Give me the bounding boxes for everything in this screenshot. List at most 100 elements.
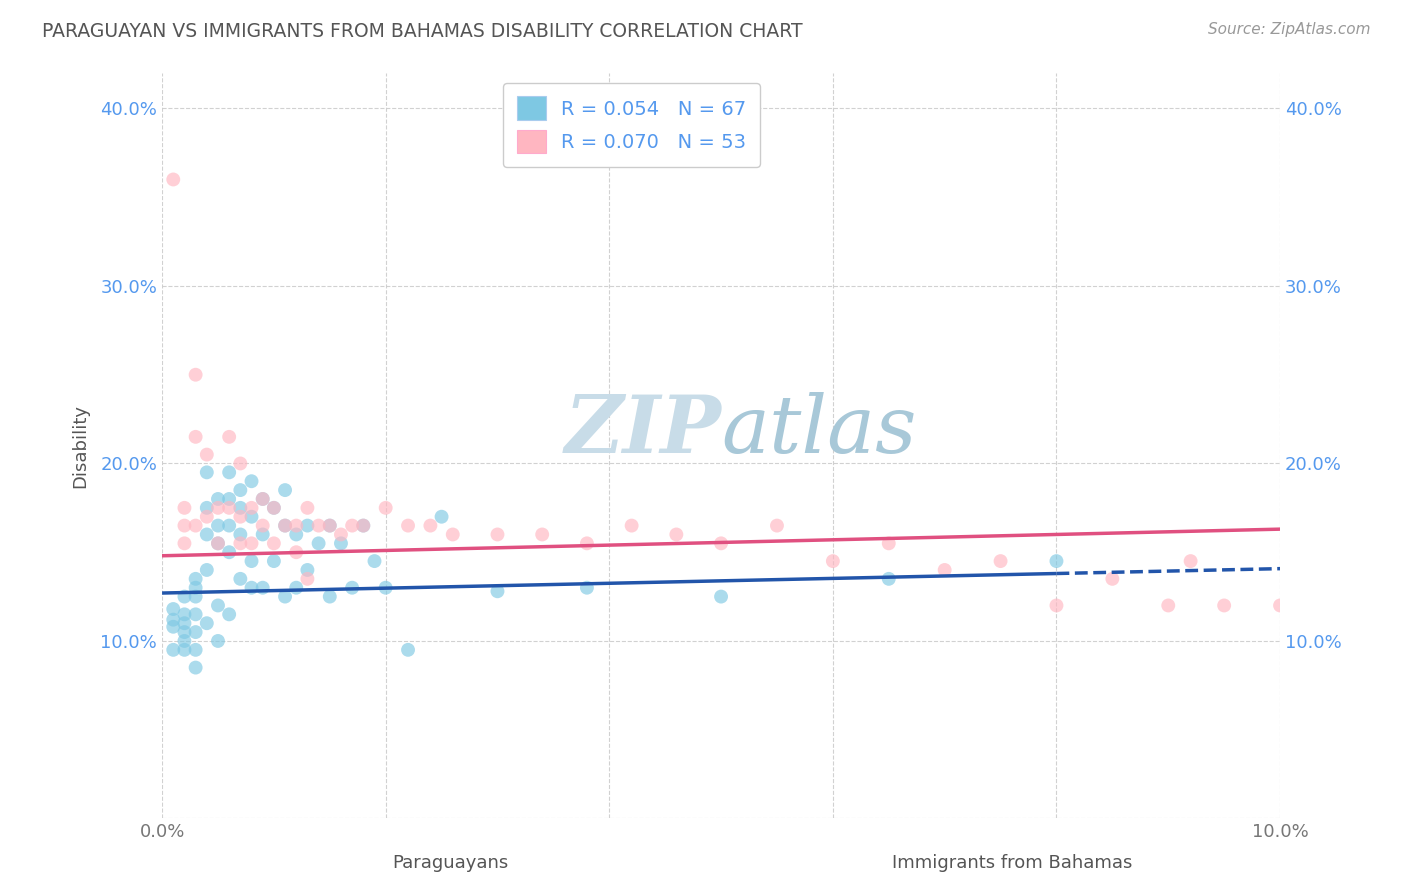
- Point: [173, 500, 195, 515]
- Point: [319, 590, 342, 604]
- Point: [1101, 572, 1123, 586]
- Text: atlas: atlas: [721, 392, 917, 469]
- Point: [218, 430, 240, 444]
- Point: [877, 536, 900, 550]
- Point: [319, 518, 342, 533]
- Point: [240, 509, 263, 524]
- Point: [229, 536, 252, 550]
- Point: [218, 491, 240, 506]
- Point: [766, 518, 789, 533]
- Point: [184, 590, 207, 604]
- Point: [195, 448, 218, 462]
- Point: [229, 500, 252, 515]
- Text: Paraguayans: Paraguayans: [392, 855, 508, 872]
- Point: [340, 581, 363, 595]
- Point: [1045, 599, 1067, 613]
- Point: [173, 518, 195, 533]
- Text: PARAGUAYAN VS IMMIGRANTS FROM BAHAMAS DISABILITY CORRELATION CHART: PARAGUAYAN VS IMMIGRANTS FROM BAHAMAS DI…: [42, 22, 803, 41]
- Point: [162, 613, 184, 627]
- Point: [162, 620, 184, 634]
- Point: [229, 483, 252, 497]
- Text: Immigrants from Bahamas: Immigrants from Bahamas: [893, 855, 1132, 872]
- Point: [207, 634, 229, 648]
- Point: [1213, 599, 1236, 613]
- Point: [1180, 554, 1202, 568]
- Point: [162, 172, 184, 186]
- Point: [218, 545, 240, 559]
- Point: [173, 643, 195, 657]
- Point: [218, 518, 240, 533]
- Point: [207, 536, 229, 550]
- Point: [207, 500, 229, 515]
- Point: [184, 430, 207, 444]
- Point: [363, 554, 385, 568]
- Point: [486, 527, 509, 541]
- Point: [240, 474, 263, 488]
- Point: [297, 572, 319, 586]
- Point: [1157, 599, 1180, 613]
- Y-axis label: Disability: Disability: [72, 404, 89, 488]
- Point: [396, 643, 419, 657]
- Point: [430, 509, 453, 524]
- Point: [240, 500, 263, 515]
- Text: ZIP: ZIP: [564, 392, 721, 469]
- Point: [252, 527, 274, 541]
- Point: [297, 563, 319, 577]
- Point: [274, 483, 297, 497]
- Point: [352, 518, 374, 533]
- Legend: R = 0.054   N = 67, R = 0.070   N = 53: R = 0.054 N = 67, R = 0.070 N = 53: [503, 83, 761, 167]
- Point: [252, 518, 274, 533]
- Point: [184, 572, 207, 586]
- Point: [319, 518, 342, 533]
- Point: [620, 518, 643, 533]
- Point: [263, 500, 285, 515]
- Point: [184, 643, 207, 657]
- Point: [162, 602, 184, 616]
- Point: [340, 518, 363, 533]
- Point: [665, 527, 688, 541]
- Point: [184, 607, 207, 622]
- Point: [240, 581, 263, 595]
- Point: [285, 545, 308, 559]
- Point: [218, 500, 240, 515]
- Point: [263, 554, 285, 568]
- Point: [274, 590, 297, 604]
- Point: [173, 590, 195, 604]
- Point: [263, 500, 285, 515]
- Point: [184, 625, 207, 640]
- Point: [195, 466, 218, 480]
- Point: [184, 660, 207, 674]
- Point: [173, 607, 195, 622]
- Point: [240, 554, 263, 568]
- Point: [207, 536, 229, 550]
- Point: [575, 536, 598, 550]
- Point: [184, 368, 207, 382]
- Point: [441, 527, 464, 541]
- Point: [285, 527, 308, 541]
- Point: [240, 536, 263, 550]
- Point: [330, 527, 353, 541]
- Point: [173, 625, 195, 640]
- Point: [710, 536, 733, 550]
- Point: [195, 500, 218, 515]
- Point: [297, 518, 319, 533]
- Point: [274, 518, 297, 533]
- Point: [308, 518, 330, 533]
- Point: [274, 518, 297, 533]
- Text: Source: ZipAtlas.com: Source: ZipAtlas.com: [1208, 22, 1371, 37]
- Point: [934, 563, 956, 577]
- Point: [229, 509, 252, 524]
- Point: [297, 500, 319, 515]
- Point: [531, 527, 554, 541]
- Point: [184, 581, 207, 595]
- Point: [374, 581, 396, 595]
- Point: [218, 466, 240, 480]
- Point: [162, 643, 184, 657]
- Point: [263, 536, 285, 550]
- Point: [218, 607, 240, 622]
- Point: [1045, 554, 1067, 568]
- Point: [821, 554, 844, 568]
- Point: [252, 491, 274, 506]
- Point: [575, 581, 598, 595]
- Point: [252, 491, 274, 506]
